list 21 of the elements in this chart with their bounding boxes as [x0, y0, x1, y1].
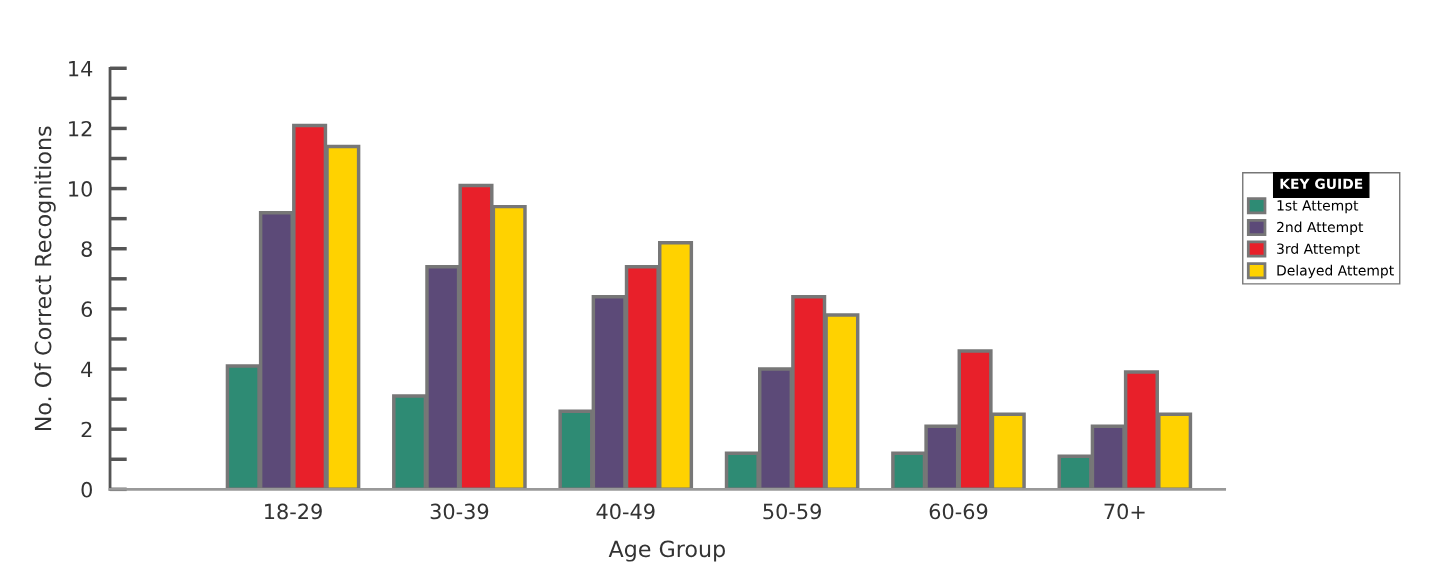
y-tick-label: 14: [69, 61, 93, 77]
x-axis-title: Age Group: [608, 540, 725, 562]
y-tick-label: 0: [81, 481, 92, 498]
x-tick-label: 50-59: [763, 503, 821, 520]
y-tick-label: 8: [81, 241, 92, 257]
legend-title: KEY GUIDE: [1280, 178, 1363, 190]
x-tick-label: 60-69: [929, 503, 988, 520]
y-tick-label: 4: [81, 361, 93, 377]
y-tick-label: 2: [81, 421, 92, 438]
y-tick-label: 12: [69, 120, 92, 137]
y-tick-label: 6: [81, 301, 93, 318]
legend-label: Delayed Attempt: [1277, 264, 1394, 279]
legend-label: 1st Attempt: [1277, 200, 1359, 214]
x-tick-label: 18-29: [265, 503, 322, 520]
x-tick-label: 30-39: [430, 503, 489, 520]
y-tick-label: 10: [69, 181, 92, 197]
legend-label: 3rd Attempt: [1277, 243, 1360, 257]
legend-label: 2nd Attempt: [1277, 221, 1364, 235]
x-tick-label: 70+: [1104, 503, 1145, 520]
x-tick-label: 40-49: [596, 503, 655, 520]
y-axis-title: No. Of Correct Recognitions: [34, 126, 56, 431]
